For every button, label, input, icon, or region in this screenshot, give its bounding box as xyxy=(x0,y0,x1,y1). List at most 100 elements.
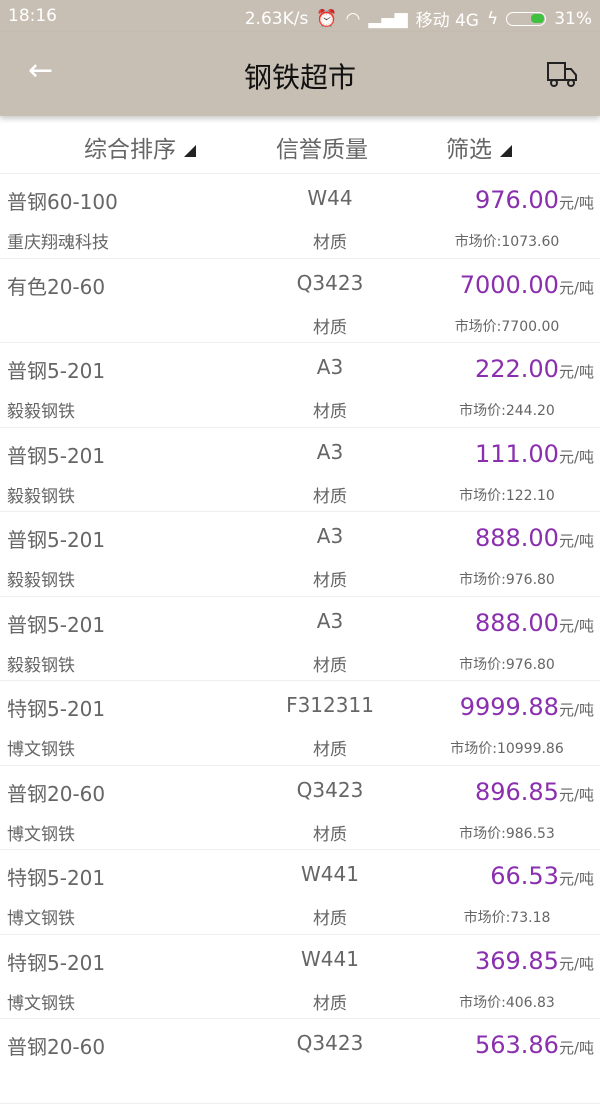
charging-icon: ϟ xyxy=(486,8,499,29)
price-value: 369.85 xyxy=(474,946,559,975)
wifi-icon: ◠ xyxy=(345,8,361,29)
price-value: 563.86 xyxy=(474,1031,559,1059)
price-value: 9999.88 xyxy=(459,693,559,721)
price-value: 111.00 xyxy=(474,439,559,468)
price: 563.86元/吨 xyxy=(475,1031,594,1059)
material-label: 材质 xyxy=(313,655,347,676)
price: 888.00元/吨 xyxy=(475,609,594,637)
page-title: 钢铁超市 xyxy=(243,61,356,94)
price-unit: 元/吨 xyxy=(558,616,594,635)
alarm-icon: ⏰ xyxy=(316,8,338,29)
network-speed: 2.63K/s xyxy=(244,8,309,29)
market-price: 市场价:976.80 xyxy=(459,572,555,588)
price-value: 7000.00 xyxy=(459,270,559,299)
price-unit: 元/吨 xyxy=(558,363,594,381)
price: 976.00元/吨 xyxy=(475,186,594,214)
price: 111.00元/吨 xyxy=(475,440,594,468)
product-spec: Q3423 xyxy=(296,777,364,802)
status-bar: 18:16 2.63K/s ⏰ ◠ ▂▄▆ 移动 4G ϟ 31% xyxy=(0,0,600,32)
battery-level: 31% xyxy=(554,8,592,29)
triangle-down-icon xyxy=(184,145,196,157)
material-label: 材质 xyxy=(313,740,347,760)
product-list: 普钢60-100 重庆翔魂科技 W44 材质 976.00元/吨 市场价:107… xyxy=(0,174,600,1104)
product-row[interactable]: 普钢5-201 毅毅钢铁 A3 材质 222.00元/吨 市场价:244.20 xyxy=(0,343,600,428)
product-spec: W44 xyxy=(307,186,353,210)
product-row[interactable]: 普钢5-201 毅毅钢铁 A3 材质 888.00元/吨 市场价:976.80 xyxy=(0,597,600,681)
clock: 18:16 xyxy=(8,6,57,26)
product-name: 普钢20-60 xyxy=(7,781,106,806)
product-spec: A3 xyxy=(316,608,344,633)
price-unit: 元/吨 xyxy=(558,954,594,973)
market-price: 市场价:73.18 xyxy=(463,910,551,926)
carrier: 移动 4G xyxy=(415,11,479,31)
price-unit: 元/吨 xyxy=(558,1039,594,1057)
product-row[interactable]: 特钢5-201 博文钢铁 F312311 材质 9999.88元/吨 市场价:1… xyxy=(0,681,600,766)
product-name: 特钢5-201 xyxy=(7,697,106,721)
price-unit: 元/吨 xyxy=(558,785,594,804)
market-price: 市场价:976.80 xyxy=(459,656,555,673)
credit-quality-tab[interactable]: 信誉质量 xyxy=(276,130,368,164)
material-label: 材质 xyxy=(313,486,347,507)
battery-icon xyxy=(506,11,547,26)
material-label: 材质 xyxy=(313,909,347,929)
product-name: 普钢5-201 xyxy=(7,443,106,468)
product-spec: Q3423 xyxy=(296,270,364,295)
market-price: 市场价:1073.60 xyxy=(454,234,560,250)
market-price: 市场价:122.10 xyxy=(459,487,555,504)
sort-label: 综合排序 xyxy=(84,137,176,163)
material-label: 材质 xyxy=(313,824,347,845)
product-row[interactable]: 普钢20-60 Q3423 563.86元/吨 xyxy=(0,1019,600,1104)
signal-icon: ▂▄▆ xyxy=(368,8,408,29)
back-arrow-icon[interactable]: ← xyxy=(28,53,54,88)
company-name: 博文钢铁 xyxy=(7,740,75,760)
price-value: 66.53 xyxy=(490,862,559,890)
market-price: 市场价:7700.00 xyxy=(454,318,560,335)
price-unit: 元/吨 xyxy=(558,447,594,466)
product-spec: A3 xyxy=(316,439,344,464)
price-unit: 元/吨 xyxy=(558,194,594,212)
company-name: 重庆翔魂科技 xyxy=(7,233,109,253)
price-unit: 元/吨 xyxy=(558,532,594,550)
sort-dropdown[interactable]: 综合排序 xyxy=(84,130,196,164)
material-label: 材质 xyxy=(313,402,347,422)
product-spec: W441 xyxy=(301,946,359,971)
product-name: 普钢60-100 xyxy=(7,190,118,214)
material-label: 材质 xyxy=(313,571,347,591)
company-name: 博文钢铁 xyxy=(7,824,75,845)
company-name: 毅毅钢铁 xyxy=(7,486,75,507)
price-value: 888.00 xyxy=(474,524,559,552)
product-row[interactable]: 普钢5-201 毅毅钢铁 A3 材质 888.00元/吨 市场价:976.80 xyxy=(0,512,600,597)
product-name: 普钢5-201 xyxy=(7,612,106,637)
market-price: 市场价:406.83 xyxy=(459,994,555,1011)
product-row[interactable]: 特钢5-201 博文钢铁 W441 材质 66.53元/吨 市场价:73.18 xyxy=(0,850,600,935)
price: 222.00元/吨 xyxy=(475,355,594,383)
triangle-down-icon xyxy=(500,145,512,157)
market-price: 市场价:986.53 xyxy=(459,825,555,842)
price: 369.85元/吨 xyxy=(475,947,594,975)
price-unit: 元/吨 xyxy=(558,701,594,719)
price-unit: 元/吨 xyxy=(558,278,594,297)
product-row[interactable]: 普钢5-201 毅毅钢铁 A3 材质 111.00元/吨 市场价:122.10 xyxy=(0,428,600,512)
material-label: 材质 xyxy=(313,993,347,1014)
truck-icon[interactable] xyxy=(546,60,578,88)
product-row[interactable]: 普钢20-60 博文钢铁 Q3423 材质 896.85元/吨 市场价:986.… xyxy=(0,766,600,850)
product-row[interactable]: 特钢5-201 博文钢铁 W441 材质 369.85元/吨 市场价:406.8… xyxy=(0,935,600,1019)
price: 9999.88元/吨 xyxy=(460,693,594,721)
company-name: 毅毅钢铁 xyxy=(7,402,75,422)
price-value: 976.00 xyxy=(474,186,559,214)
market-price: 市场价:10999.86 xyxy=(450,741,564,757)
product-row[interactable]: 有色20-60 Q3423 材质 7000.00元/吨 市场价:7700.00 xyxy=(0,259,600,343)
product-name: 普钢20-60 xyxy=(7,1035,106,1059)
credit-label: 信誉质量 xyxy=(276,137,368,163)
company-name: 博文钢铁 xyxy=(7,993,75,1014)
company-name: 博文钢铁 xyxy=(7,909,75,929)
product-spec: A3 xyxy=(316,355,344,379)
price-value: 896.85 xyxy=(474,777,559,806)
product-name: 普钢5-201 xyxy=(7,528,106,552)
product-name: 特钢5-201 xyxy=(7,866,106,890)
filter-label: 筛选 xyxy=(446,137,492,163)
price: 888.00元/吨 xyxy=(475,524,594,552)
product-row[interactable]: 普钢60-100 重庆翔魂科技 W44 材质 976.00元/吨 市场价:107… xyxy=(0,174,600,259)
filter-dropdown[interactable]: 筛选 xyxy=(446,130,512,164)
product-name: 有色20-60 xyxy=(7,274,106,299)
